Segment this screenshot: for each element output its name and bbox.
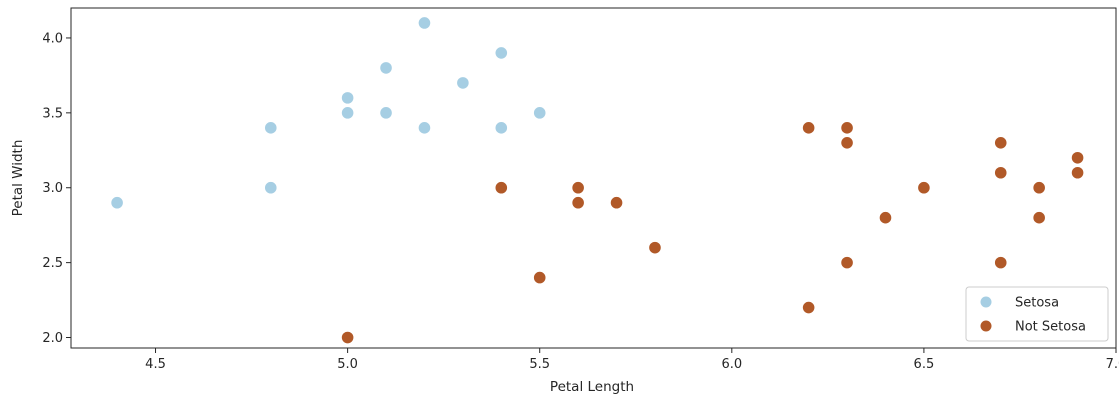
y-tick-label: 2.0 — [42, 331, 63, 346]
not-setosa-point — [878, 211, 893, 225]
setosa-point — [110, 196, 124, 210]
legend-box — [965, 286, 1109, 342]
y-tick-label: 3.5 — [42, 106, 63, 121]
not-setosa-point — [994, 166, 1008, 180]
setosa-point — [264, 121, 278, 135]
not-setosa-point — [802, 121, 816, 135]
not-setosa-point — [571, 181, 585, 195]
not-setosa-point — [802, 300, 816, 315]
not-setosa-point — [609, 196, 624, 210]
not-setosa-point — [341, 330, 355, 345]
not-setosa-point — [917, 181, 931, 195]
not-setosa-point — [840, 121, 854, 135]
setosa-point — [533, 106, 547, 120]
not-setosa-point — [1032, 181, 1046, 195]
not-setosa-point — [994, 256, 1008, 270]
setosa-point — [341, 106, 355, 120]
legend-label-setosa: Setosa — [1015, 296, 1059, 311]
not-setosa-point — [840, 136, 854, 150]
not-setosa-point — [494, 181, 508, 195]
setosa-point — [494, 46, 508, 60]
y-axis-label: Petal Width — [10, 140, 26, 217]
not-setosa-point — [994, 136, 1008, 150]
setosa-point — [264, 181, 278, 195]
points-layer — [110, 16, 1085, 345]
x-tick-label: 6.0 — [721, 357, 742, 372]
setosa-point — [494, 121, 508, 135]
not-setosa-point — [840, 256, 854, 270]
y-tick-label: 3.0 — [42, 181, 63, 196]
legend-marker-not-setosa — [980, 320, 992, 332]
not-setosa-point — [1070, 151, 1085, 165]
not-setosa-point — [1032, 211, 1046, 225]
not-setosa-point — [1070, 166, 1085, 180]
x-tick-label: 6.5 — [914, 357, 935, 372]
plot-frame — [70, 7, 1117, 349]
x-tick-label: 4.5 — [145, 357, 166, 372]
not-setosa-point — [648, 241, 662, 255]
y-tick-label: 2.5 — [42, 256, 63, 271]
setosa-point — [379, 106, 393, 120]
x-axis-ticks: 4.5 5.0 5.5 6.0 6.5 7.0 — [145, 348, 1119, 372]
y-tick-label: 4.0 — [42, 31, 63, 46]
setosa-point — [456, 76, 470, 90]
setosa-point — [341, 91, 355, 105]
legend-marker-setosa — [980, 296, 992, 308]
x-tick-label: 5.0 — [337, 357, 358, 372]
y-axis-ticks: 2.0 2.5 3.0 3.5 4.0 — [42, 31, 71, 346]
setosa-point — [379, 61, 393, 75]
legend: Setosa Not Setosa — [965, 286, 1109, 342]
plot-area — [71, 8, 1116, 348]
x-tick-label: 7.0 — [1106, 357, 1119, 372]
setosa-point — [417, 16, 432, 30]
not-setosa-point — [571, 196, 585, 210]
x-axis-label: Petal Length — [550, 379, 634, 395]
legend-label-not-setosa: Not Setosa — [1015, 320, 1086, 335]
not-setosa-point — [533, 271, 547, 285]
setosa-point — [417, 121, 432, 135]
x-tick-label: 5.5 — [529, 357, 550, 372]
